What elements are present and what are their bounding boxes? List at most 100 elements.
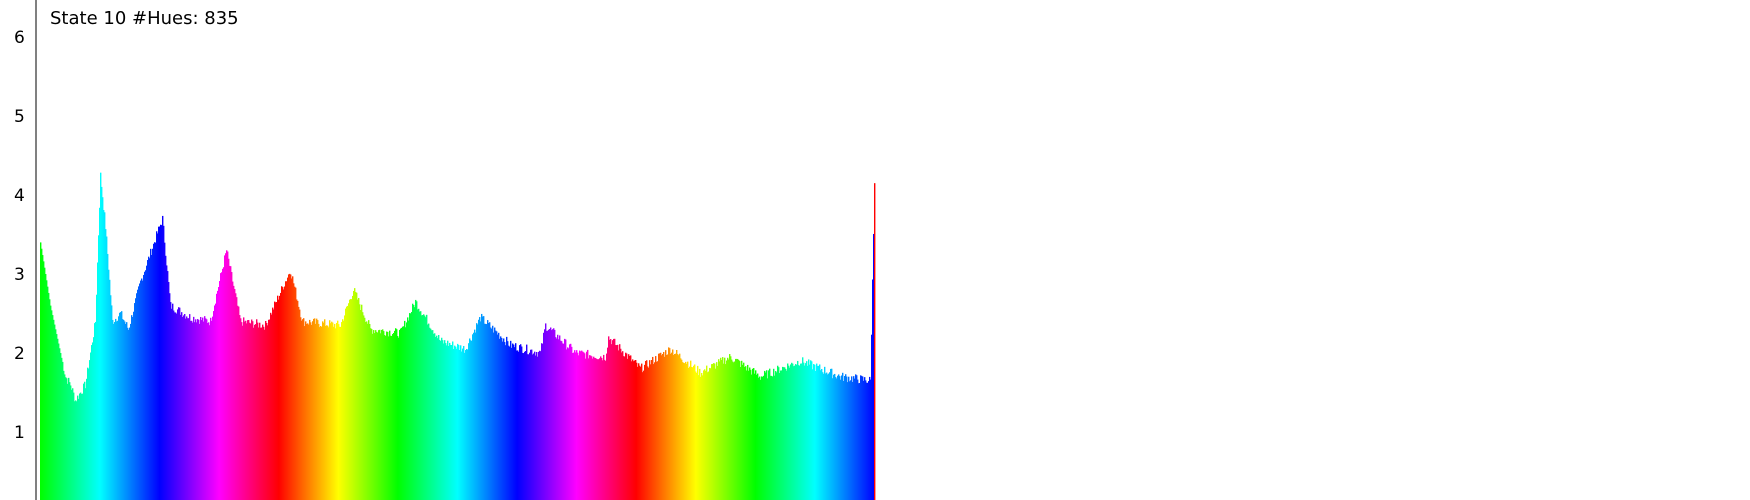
histogram-bar — [723, 363, 725, 500]
histogram-bar — [665, 350, 667, 500]
histogram-bar — [322, 321, 324, 500]
histogram-bar — [643, 370, 645, 500]
histogram-bar — [869, 376, 871, 500]
histogram-bar — [461, 351, 463, 500]
histogram-bar — [462, 348, 464, 500]
histogram-bar — [466, 348, 468, 500]
histogram-bar — [276, 302, 278, 500]
histogram-bar — [585, 358, 587, 500]
histogram-bar — [380, 333, 382, 500]
histogram-bar — [150, 248, 152, 500]
histogram-bar — [355, 292, 357, 500]
histogram-bar — [474, 329, 476, 500]
y-tick-label: 1 — [14, 423, 25, 443]
histogram-bar — [485, 323, 487, 500]
histogram-bar — [278, 299, 280, 500]
histogram-bar — [165, 255, 167, 500]
histogram-bar — [93, 337, 95, 500]
histogram-bar — [810, 360, 812, 500]
histogram-bar — [707, 372, 709, 500]
histogram-bar — [126, 322, 128, 500]
histogram-bar — [549, 328, 551, 500]
histogram-bar — [204, 316, 206, 500]
histogram-bar — [464, 352, 466, 500]
histogram-bar — [718, 359, 720, 500]
histogram-bar — [538, 351, 540, 500]
histogram-bar — [97, 262, 99, 500]
histogram-bar — [727, 357, 729, 500]
histogram-bar — [214, 305, 216, 500]
histogram-bar — [200, 317, 202, 500]
histogram-bar — [604, 359, 606, 500]
histogram-bar — [793, 366, 795, 500]
histogram-bar — [71, 389, 73, 500]
histogram-bar — [865, 380, 867, 500]
histogram-bar — [267, 325, 269, 500]
histogram-bar — [172, 303, 174, 500]
histogram-bar — [373, 330, 375, 500]
histogram-bar — [334, 323, 336, 500]
histogram-bar — [528, 354, 530, 500]
histogram-bar — [237, 305, 239, 500]
histogram-bar — [633, 361, 635, 500]
histogram-bar — [257, 322, 259, 500]
histogram-bar — [72, 388, 74, 500]
histogram-bar — [818, 365, 820, 500]
histogram-bar — [188, 318, 190, 500]
histogram-bar — [41, 248, 43, 500]
histogram-bar — [628, 354, 630, 500]
histogram-bar — [78, 398, 80, 500]
histogram-bar — [213, 311, 215, 500]
histogram-bar — [64, 374, 66, 500]
histogram-bar — [838, 374, 840, 500]
histogram-bar — [400, 328, 402, 500]
histogram-bar — [502, 341, 504, 500]
histogram-bar — [734, 361, 736, 500]
histogram-bar — [550, 327, 552, 500]
histogram-bar — [227, 251, 229, 500]
histogram-bar — [834, 373, 836, 500]
histogram-bar — [596, 358, 598, 500]
histogram-bar — [856, 375, 858, 500]
histogram-bar — [701, 372, 703, 500]
histogram-bar — [571, 346, 573, 500]
histogram-bar — [703, 370, 705, 500]
histogram-bar — [457, 343, 459, 500]
histogram-bar — [709, 367, 711, 500]
histogram-bar — [551, 330, 553, 500]
histogram-bar — [748, 370, 750, 500]
histogram-bar — [683, 362, 685, 500]
histogram-bar — [85, 388, 87, 500]
histogram-bar — [836, 378, 838, 500]
histogram-bar — [319, 327, 321, 500]
histogram-bar — [274, 301, 276, 500]
histogram-bar — [495, 330, 497, 500]
histogram-bar — [717, 365, 719, 500]
histogram-bar — [410, 313, 412, 500]
histogram-bar — [344, 315, 346, 500]
histogram-bar — [732, 361, 734, 500]
histogram-bar — [630, 355, 632, 500]
histogram-bar — [304, 326, 306, 500]
histogram-bar — [858, 383, 860, 500]
histogram-bar — [190, 320, 192, 500]
histogram-bar — [749, 367, 751, 500]
histogram-bar — [244, 321, 246, 500]
histogram-bar — [799, 365, 801, 500]
histogram-bar — [311, 324, 313, 500]
histogram-bar — [156, 231, 158, 500]
histogram-bar — [59, 348, 61, 500]
histogram-bar — [606, 353, 608, 500]
histogram-bar — [212, 316, 214, 500]
histogram-bar — [209, 325, 211, 500]
histogram-bar — [677, 354, 679, 500]
histogram-bar — [672, 349, 674, 500]
histogram-bar — [381, 329, 383, 500]
histogram-bar — [847, 382, 849, 500]
histogram-bar — [745, 366, 747, 500]
histogram-bar — [287, 277, 289, 500]
y-tick-label: 2 — [14, 344, 25, 364]
histogram-bar — [542, 343, 544, 500]
histogram-bar — [398, 337, 400, 500]
histogram-bar — [119, 312, 121, 500]
